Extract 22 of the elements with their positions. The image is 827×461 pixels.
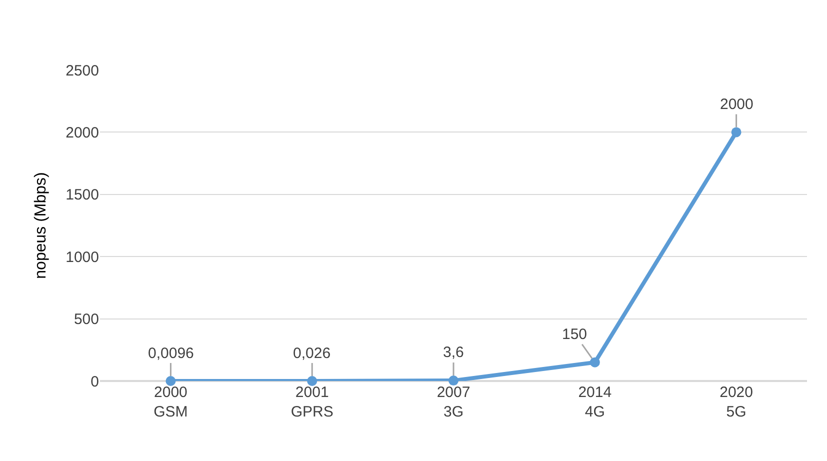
point <box>448 376 458 386</box>
y-axis-title: nopeus (Mbps) <box>32 172 50 279</box>
y-tick-label: 2000 <box>66 124 99 142</box>
data-label: 0,026 <box>293 345 331 362</box>
data-label: 0,0096 <box>148 345 194 362</box>
x-tick-label: 2000 GSM <box>154 384 188 420</box>
y-tick-label: 1000 <box>66 248 99 266</box>
point <box>731 127 742 138</box>
y-tick-label: 2500 <box>66 62 99 80</box>
y-tick-label: 500 <box>74 311 99 328</box>
data-label: 3,6 <box>443 344 464 361</box>
point <box>590 357 600 368</box>
y-tick-label: 1500 <box>66 186 99 204</box>
data-label: 150 <box>562 326 588 343</box>
point <box>307 376 318 386</box>
x-tick-label: 2001 GPRS <box>290 384 334 420</box>
data-label: 2000 <box>720 96 754 113</box>
x-tick-label: 2007 3G <box>436 384 470 420</box>
y-tick-label: 0 <box>90 373 99 390</box>
x-tick-label: 2020 5G <box>720 384 753 420</box>
point <box>166 376 176 386</box>
x-tick-label: 2014 4G <box>578 384 612 420</box>
